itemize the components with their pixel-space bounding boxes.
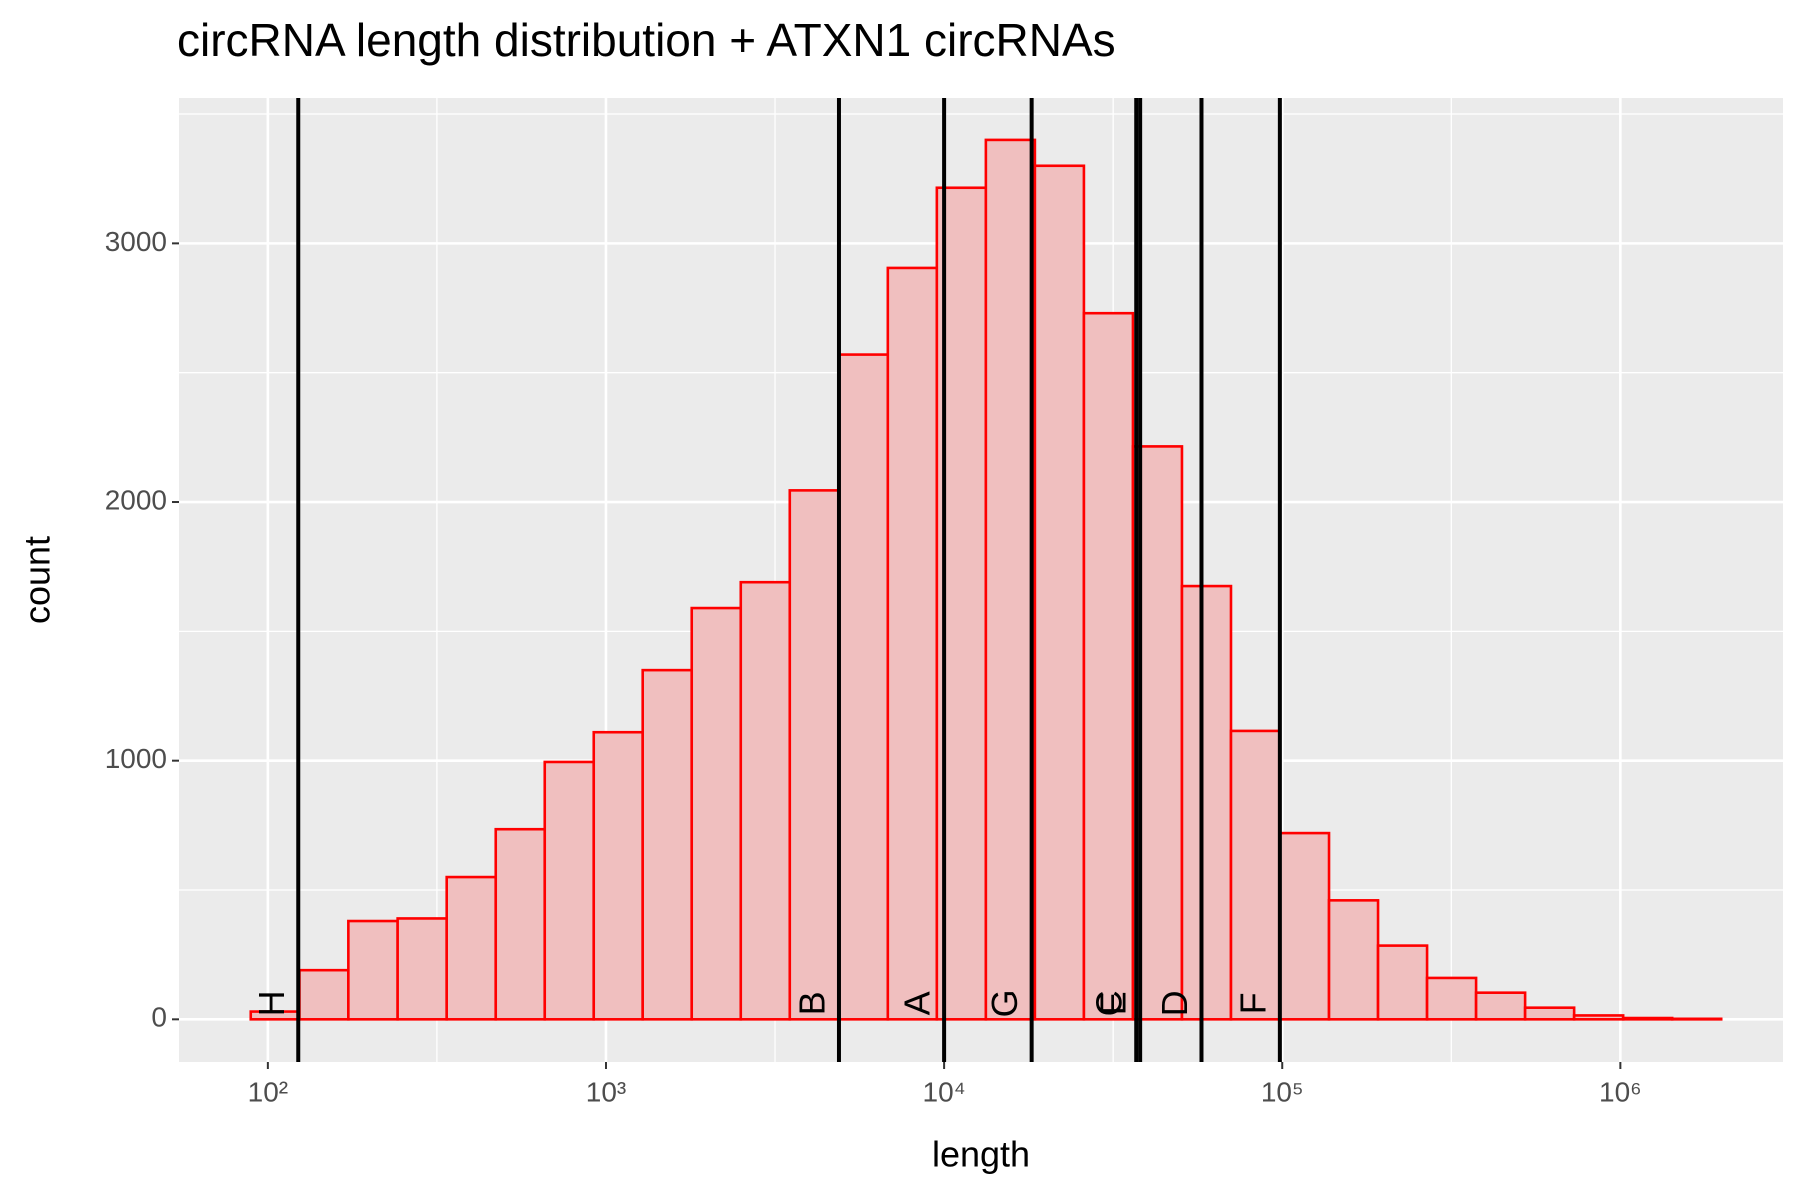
chart-title: circRNA length distribution + ATXN1 circ… (177, 14, 1116, 66)
y-tick-label: 1000 (105, 743, 167, 774)
bar (1670, 1017, 1723, 1021)
reference-label: D (1154, 990, 1195, 1016)
bar (494, 827, 547, 1021)
bar (739, 580, 792, 1021)
bar (1376, 944, 1429, 1021)
bar (837, 353, 890, 1021)
bar (1033, 164, 1086, 1021)
bar (396, 917, 449, 1021)
y-tick-label: 0 (151, 1002, 167, 1033)
bar (1278, 831, 1331, 1021)
bar (690, 606, 743, 1021)
reference-label: C (1089, 990, 1130, 1016)
bar (1327, 899, 1380, 1021)
reference-label: G (984, 989, 1025, 1017)
x-tick-label: 10⁶ (1599, 1076, 1642, 1107)
reference-label: E (1093, 991, 1134, 1015)
bar (1621, 1016, 1674, 1021)
bar (641, 668, 694, 1021)
bar (1474, 991, 1527, 1021)
bar (543, 760, 596, 1021)
x-tick-label: 10³ (586, 1076, 626, 1107)
x-tick-label: 10⁴ (923, 1076, 966, 1107)
y-tick-label: 3000 (105, 226, 167, 257)
bar (1082, 311, 1135, 1021)
bar (984, 138, 1037, 1021)
bar (1572, 1014, 1625, 1021)
bar (298, 968, 350, 1021)
reference-label: B (791, 991, 832, 1015)
y-tick-label: 2000 (105, 484, 167, 515)
x-tick-label: 10² (248, 1076, 288, 1107)
x-tick-label: 10⁵ (1261, 1076, 1304, 1107)
reference-label: H (251, 990, 292, 1016)
bar (592, 730, 644, 1021)
bar (1425, 976, 1478, 1021)
bar (347, 919, 399, 1021)
bar (788, 489, 841, 1021)
bar (886, 266, 939, 1021)
reference-label: A (897, 991, 938, 1015)
y-axis-title: count (17, 536, 58, 624)
bar (1229, 729, 1282, 1021)
x-axis-title: length (932, 1134, 1030, 1175)
reference-label: F (1232, 992, 1273, 1014)
bar (445, 875, 498, 1021)
bar (1523, 1006, 1576, 1021)
bar (1180, 584, 1233, 1021)
